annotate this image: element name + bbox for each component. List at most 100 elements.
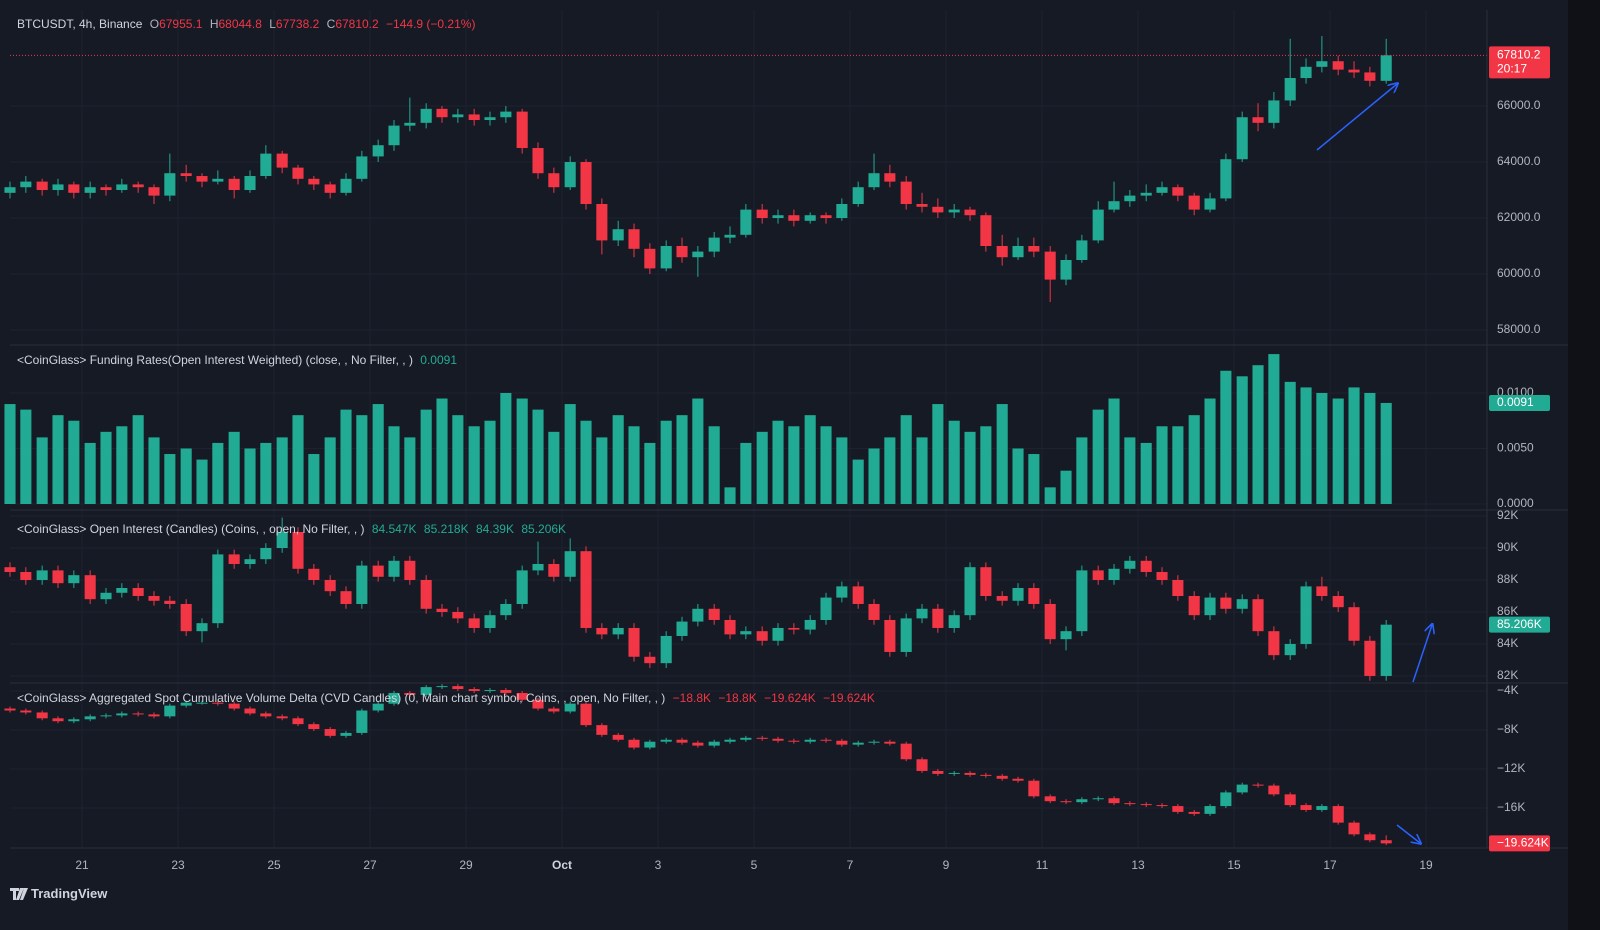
candle-body [292,167,304,179]
bar [212,442,224,505]
bar [420,409,432,505]
candle-body [788,215,800,221]
candle-body [676,246,688,258]
candle-body [1108,568,1120,580]
ohlc-key: C [326,17,336,31]
candle-body [1172,187,1184,196]
bar [836,437,848,505]
bar [500,392,512,505]
y-tick-label: 82K [1497,668,1518,682]
candle-body [36,181,48,191]
bar [756,431,768,505]
candle-body [436,608,448,612]
candle-body [1364,834,1376,841]
candle-body [836,204,848,219]
candle-body [164,705,176,717]
bar [1028,454,1040,505]
candle-body [388,692,400,704]
candle-body [84,716,96,720]
candle-body [548,563,560,577]
x-tick-label: Oct [552,858,572,872]
candle-body [1284,78,1296,101]
candle-body [804,739,816,742]
y-tick-label: 64000.0 [1497,154,1541,168]
bar [1204,398,1216,505]
y-tick-label: 86K [1497,604,1518,618]
bar [516,398,528,505]
candle-body [660,246,672,269]
y-tick-label: 60000.0 [1497,266,1541,280]
candle-body [1108,201,1120,210]
candle-body [708,608,720,620]
candle-body [724,234,736,238]
bar [772,420,784,505]
last-value-label: 0.0091 [1497,395,1534,409]
candle-body [868,173,880,188]
candle-body [1252,117,1264,123]
candle-body [196,176,208,182]
bar [1220,370,1232,505]
candle-body [1188,811,1200,814]
funding-header: <CoinGlass> Funding Rates(Open Interest … [17,353,461,367]
bar [132,415,144,505]
x-tick-label: 19 [1419,858,1433,872]
indicator-value: 84.39K [475,522,514,536]
candle-body [1140,804,1152,806]
candle-body [884,741,896,744]
candle-body [1188,195,1200,210]
candle-body [500,603,512,616]
candle-body [52,718,64,722]
candle-body [804,215,816,221]
candle-body [852,586,864,604]
y-tick-label: 66000.0 [1497,98,1541,112]
ohlc-key: H [209,17,219,31]
candle-body [1076,570,1088,632]
brand: TradingView [31,886,108,901]
candle-body [1012,778,1024,781]
candle-body [500,111,512,118]
indicator-value: 84.547K [371,522,417,536]
candle-body [932,206,944,213]
candle-body [1236,784,1248,793]
candle-body [1300,805,1312,810]
bar [532,409,544,505]
last-value-badge [1489,835,1550,852]
candle-body [196,702,208,704]
candle-body [868,741,880,743]
bar [116,426,128,505]
y-tick-label: 62000.0 [1497,210,1541,224]
candle-body [484,690,496,692]
candle-body [1044,603,1056,640]
candle-body [580,703,592,726]
candle-body [1380,624,1392,676]
candle-body [324,184,336,193]
candle-body [36,712,48,719]
candle-body [1156,571,1168,580]
candle-body [1332,595,1344,608]
x-tick-label: 23 [171,858,185,872]
bar [36,437,48,505]
candle-body [1124,195,1136,202]
bar [1284,381,1296,505]
candle-body [980,774,992,776]
bar [612,415,624,505]
candle-body [180,173,192,177]
bar [244,448,256,505]
indicator-title: <CoinGlass> Aggregated Spot Cumulative V… [17,691,666,705]
bar [452,415,464,505]
brand-logo [10,888,28,900]
candle-body [260,153,272,177]
candle-body [452,611,464,619]
candle-body [276,531,288,548]
candle-body [916,759,928,771]
x-tick-label: 27 [363,858,377,872]
candle-body [324,579,336,592]
candle-body [820,215,832,219]
candle-body [420,579,432,609]
bar [68,420,80,505]
bar [1044,487,1056,505]
trend-arrow [1396,824,1420,843]
candle-body [1220,792,1232,807]
candle-body [1060,801,1072,803]
candle-body [1236,117,1248,160]
